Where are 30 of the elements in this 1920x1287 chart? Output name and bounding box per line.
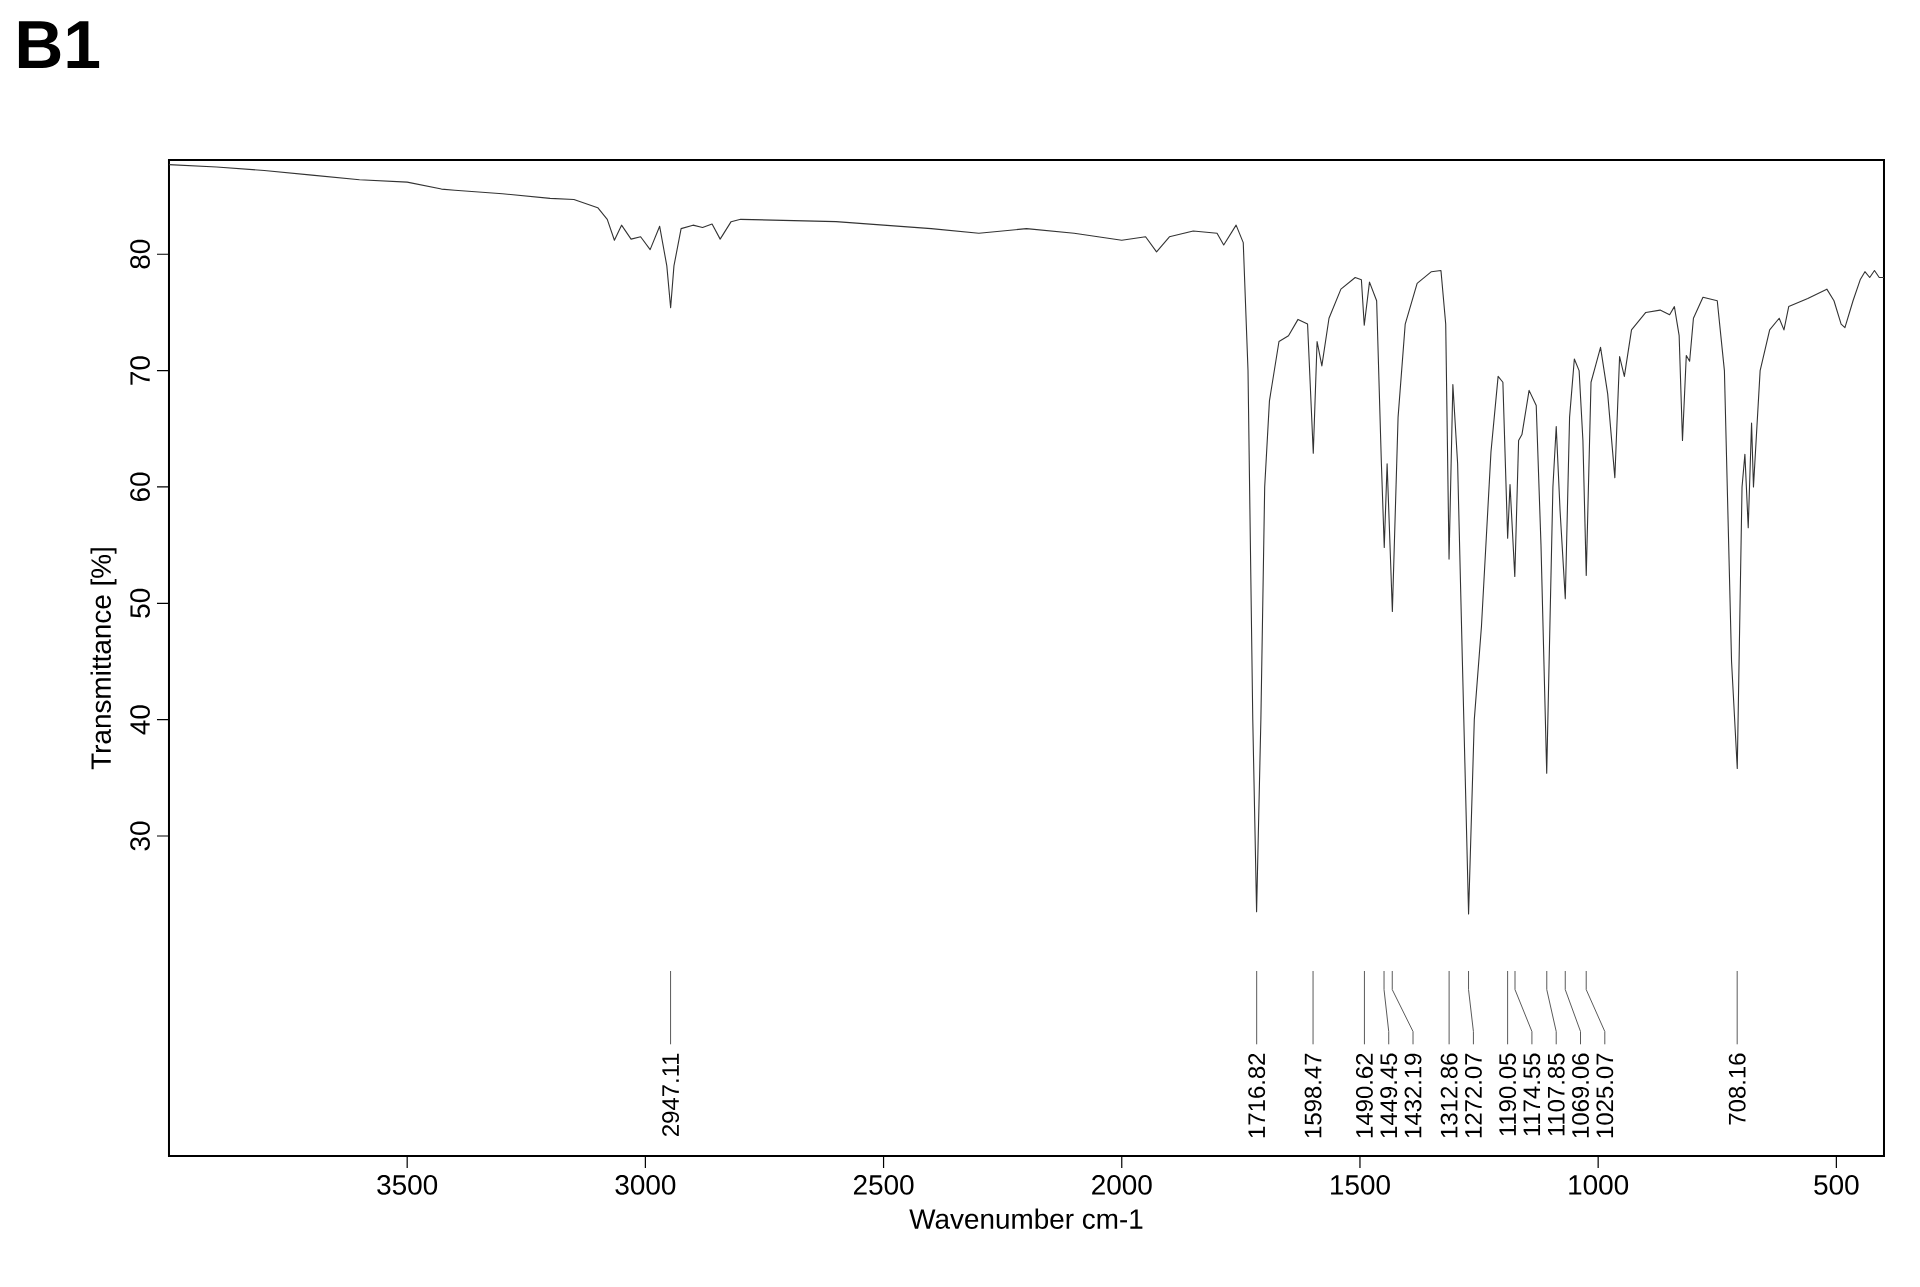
annotation: 1025.07 — [1596, 1053, 1614, 1138]
annotation: 1716.82 — [1248, 1053, 1266, 1138]
x-tick-label: 500 — [1814, 1175, 1859, 1195]
annotation: 1069.06 — [1572, 1053, 1589, 1138]
x-tick-label: 1500 — [1331, 1175, 1390, 1195]
y-tick-label: 60 — [130, 472, 150, 502]
x-tick-label: 3500 — [377, 1175, 438, 1195]
annotation: 1432.19 — [1404, 1053, 1422, 1138]
annotation: 708.16 — [1728, 1053, 1746, 1125]
annotation: 1312.86 — [1440, 1053, 1458, 1138]
y-tick-label: 30 — [130, 821, 150, 851]
y-tick-label: 80 — [130, 239, 150, 269]
x-tick-label: 1000 — [1569, 1175, 1629, 1195]
y-tick-label: 40 — [130, 705, 150, 735]
x-tick-label: 2500 — [853, 1175, 914, 1195]
x-axis-title: Wavenumber cm-1 — [909, 1208, 1143, 1229]
annotation: 1190.05 — [1499, 1053, 1517, 1136]
annotation: 2947.11 — [662, 1053, 680, 1136]
annotation: 1272.07 — [1464, 1053, 1482, 1138]
annotation: 1598.47 — [1304, 1053, 1322, 1138]
x-tick-label: 3000 — [615, 1175, 676, 1195]
annotation: 1449.45 — [1380, 1053, 1398, 1138]
chart-title: B1 — [18, 21, 100, 68]
annotation: 1174.55 — [1523, 1053, 1541, 1136]
x-tick-label: 2000 — [1092, 1175, 1152, 1195]
annotation: 1107.85 — [1547, 1053, 1565, 1136]
y-tick-label: 70 — [130, 356, 150, 385]
y-axis-title: Transmittance [%] — [90, 548, 117, 770]
annotation: 1490.62 — [1355, 1053, 1373, 1138]
y-tick-label: 50 — [130, 588, 150, 618]
